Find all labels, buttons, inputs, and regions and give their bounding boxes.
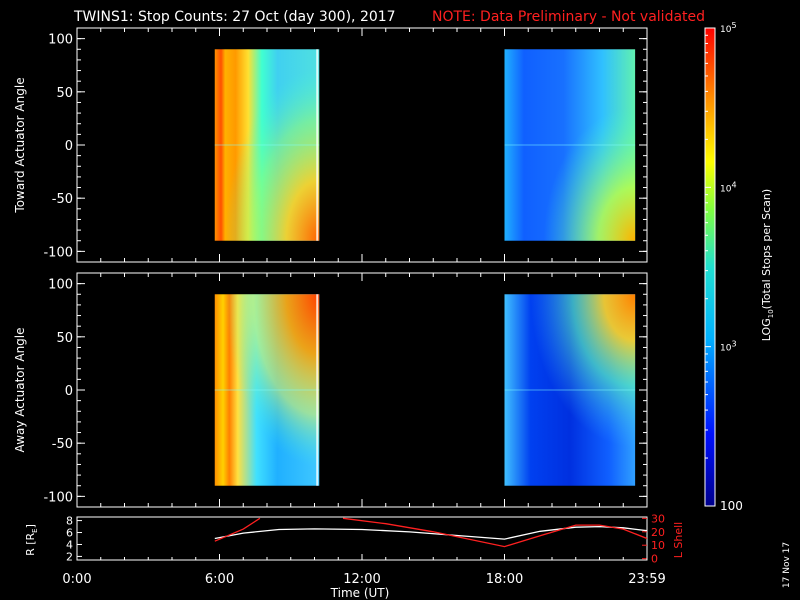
y-tick-label: -50 bbox=[52, 192, 73, 207]
panel-orbit-frame bbox=[76, 516, 648, 561]
l-tick-label: 10 bbox=[651, 539, 665, 552]
x-tick-label: 6:00 bbox=[205, 572, 234, 587]
away-ylabel: Away Actuator Angle bbox=[13, 327, 27, 452]
l-tick-label: 30 bbox=[651, 512, 665, 525]
toward-heatmap bbox=[214, 49, 636, 241]
y-tick-label: -100 bbox=[43, 490, 73, 505]
toward-ylabel: Toward Actuator Angle bbox=[13, 77, 27, 213]
colorbar-ticks: 105 104 103 100 bbox=[705, 21, 743, 513]
r-tick-label: 8 bbox=[66, 515, 73, 528]
colorbar bbox=[704, 27, 716, 507]
r-tick-label: 2 bbox=[66, 550, 73, 563]
l-shell-line bbox=[342, 517, 648, 548]
preliminary-note: NOTE: Data Preliminary - Not validated bbox=[432, 9, 705, 25]
r-tick-label: 4 bbox=[66, 538, 73, 551]
axes: 100500-50-100100500-50-100864230201000:0… bbox=[43, 28, 666, 587]
block-edge bbox=[316, 294, 319, 486]
y-tick-label: 100 bbox=[48, 278, 73, 293]
r-tick-label: 6 bbox=[66, 527, 73, 540]
away-heatmap bbox=[214, 294, 636, 486]
block-edge bbox=[316, 49, 319, 241]
x-tick-label: 23:59 bbox=[628, 572, 665, 587]
y-tick-label: -100 bbox=[43, 245, 73, 260]
x-tick-label: 0:00 bbox=[62, 572, 91, 587]
l-shell-line bbox=[214, 517, 261, 542]
l-tick-label: 0 bbox=[651, 553, 658, 566]
y-tick-label: 0 bbox=[65, 139, 73, 154]
x-axis-title: Time (UT) bbox=[330, 586, 390, 600]
figure-title: TWINS1: Stop Counts: 27 Oct (day 300), 2… bbox=[73, 9, 396, 25]
orbit-lines bbox=[214, 517, 648, 548]
colorbar-tick-label: 104 bbox=[720, 180, 737, 194]
colorbar-label: LOG10(Total Stops per Scan) bbox=[760, 189, 775, 341]
y-tick-label: 0 bbox=[65, 384, 73, 399]
colorbar-tick-label: 103 bbox=[720, 340, 737, 354]
x-tick-label: 18:00 bbox=[486, 572, 523, 587]
l-tick-label: 20 bbox=[651, 526, 665, 539]
colorbar-tick-label: 100 bbox=[720, 499, 743, 513]
y-tick-label: -50 bbox=[52, 437, 73, 452]
date-stamp: 17 Nov 17 bbox=[782, 542, 792, 588]
y-tick-label: 100 bbox=[48, 33, 73, 48]
colorbar-tick-label: 105 bbox=[720, 21, 737, 35]
x-tick-label: 12:00 bbox=[343, 572, 380, 587]
lshell-ylabel: L Shell bbox=[672, 522, 685, 558]
r-distance-line bbox=[214, 525, 648, 540]
y-tick-label: 50 bbox=[56, 86, 73, 101]
y-tick-label: 50 bbox=[56, 331, 73, 346]
r-ylabel: R [RE] bbox=[24, 524, 39, 556]
